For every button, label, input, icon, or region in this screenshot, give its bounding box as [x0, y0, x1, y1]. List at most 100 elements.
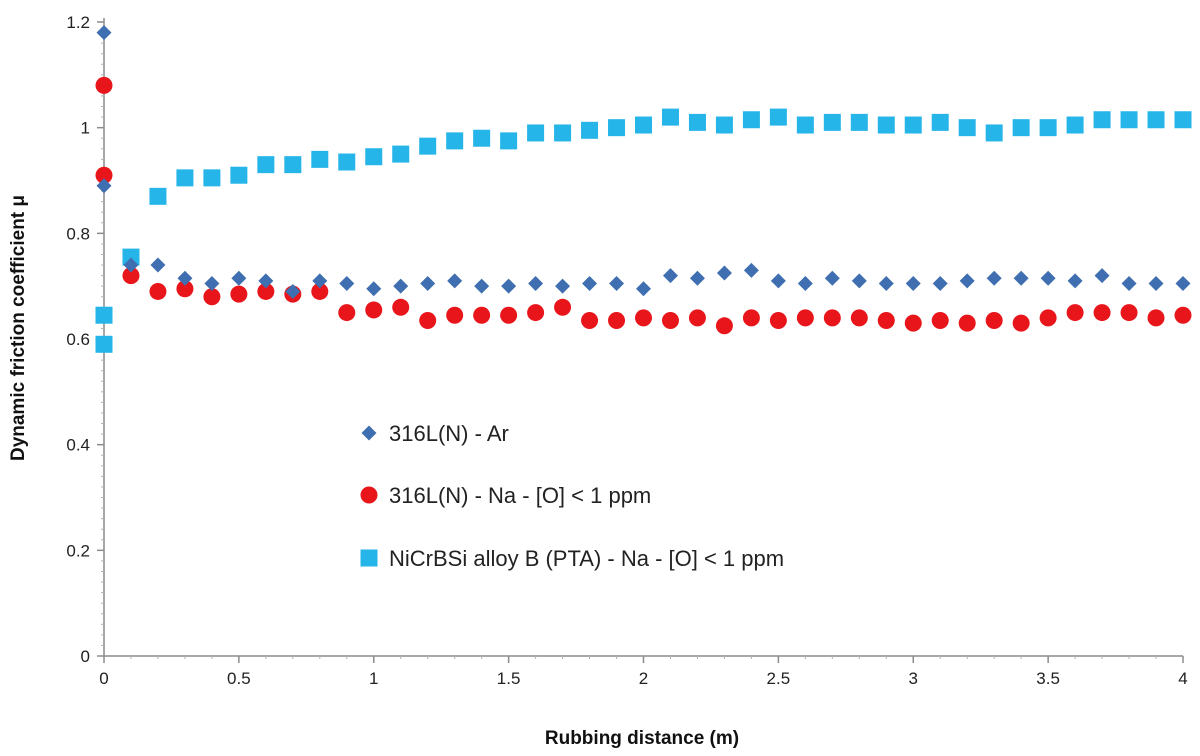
legend-marker-circle	[360, 486, 378, 504]
y-minor-ticks	[101, 32, 104, 646]
legend-label: NiCrBSi alloy B (PTA) - Na - [O] < 1 ppm	[389, 546, 784, 571]
y-tick-label: 0.8	[66, 224, 90, 243]
data-point-square	[1093, 111, 1111, 129]
data-point-circle	[796, 309, 814, 327]
data-point-circle	[446, 306, 464, 324]
series-circle	[95, 76, 1192, 335]
data-point-circle	[338, 304, 356, 322]
data-point-diamond	[393, 278, 409, 294]
data-point-circle	[473, 306, 491, 324]
data-point-diamond	[555, 278, 571, 294]
data-point-diamond	[420, 276, 436, 292]
legend-label: 316L(N) - Ar	[389, 421, 509, 446]
data-point-circle	[176, 280, 194, 298]
data-point-circle	[500, 306, 518, 324]
data-point-square	[1066, 116, 1084, 134]
data-point-square	[635, 116, 652, 134]
data-point-circle	[257, 282, 275, 300]
data-point-diamond	[1094, 268, 1110, 284]
data-point-diamond	[231, 270, 247, 286]
data-point-diamond	[339, 276, 355, 292]
data-point-diamond	[905, 276, 921, 292]
data-point-circle	[1039, 309, 1057, 327]
data-point-diamond	[1013, 270, 1029, 286]
data-point-circle	[419, 312, 437, 330]
legend-label: 316L(N) - Na - [O] < 1 ppm	[389, 483, 651, 508]
data-point-diamond	[1175, 276, 1191, 292]
x-tick-label: 2.5	[767, 669, 791, 688]
data-point-diamond	[743, 262, 759, 278]
data-point-diamond	[959, 273, 975, 289]
legend-item: 316L(N) - Ar	[361, 421, 509, 446]
x-tick-label: 0.5	[227, 669, 251, 688]
data-point-circle	[958, 314, 976, 332]
data-point-square	[1120, 111, 1138, 129]
data-point-circle	[1066, 304, 1084, 322]
data-point-diamond	[689, 270, 705, 286]
data-point-diamond	[716, 265, 732, 281]
series-square	[95, 108, 1192, 353]
data-point-circle	[742, 309, 760, 327]
data-point-circle	[850, 309, 868, 327]
x-tick-label: 2	[639, 669, 648, 688]
data-point-square	[365, 148, 383, 166]
data-point-circle	[904, 314, 922, 332]
data-point-square	[122, 248, 140, 266]
data-point-diamond	[312, 273, 328, 289]
data-point-square	[149, 187, 167, 205]
data-point-diamond	[501, 278, 517, 294]
data-point-circle	[1120, 304, 1138, 322]
data-point-square	[796, 116, 814, 134]
data-point-square	[742, 111, 760, 129]
x-tick-label: 3.5	[1036, 669, 1060, 688]
data-point-square	[608, 119, 626, 137]
x-tick-label: 3	[909, 669, 918, 688]
data-point-square	[581, 121, 599, 139]
y-tick-label: 0	[81, 647, 90, 666]
data-point-square	[823, 113, 841, 131]
data-point-diamond	[770, 273, 786, 289]
data-point-circle	[311, 282, 329, 300]
data-point-circle	[365, 301, 383, 319]
data-point-square	[176, 169, 194, 187]
data-point-square	[688, 113, 706, 131]
data-point-diamond	[797, 276, 813, 292]
data-point-square	[230, 166, 248, 184]
data-point-circle	[823, 309, 841, 327]
data-point-diamond	[474, 278, 490, 294]
data-point-circle	[149, 282, 167, 300]
data-point-circle	[392, 298, 410, 316]
data-point-circle	[715, 317, 733, 335]
data-point-diamond	[150, 257, 166, 273]
data-point-circle	[688, 309, 706, 327]
data-point-square	[661, 108, 679, 126]
data-point-circle	[1147, 309, 1165, 327]
data-point-diamond	[1121, 276, 1137, 292]
data-point-circle	[581, 312, 599, 330]
data-point-circle	[527, 304, 545, 322]
data-point-diamond	[824, 270, 840, 286]
x-tick-label: 1.5	[497, 669, 521, 688]
data-point-diamond	[1148, 276, 1164, 292]
data-point-circle	[635, 309, 652, 327]
data-point-square	[931, 113, 949, 131]
data-point-diamond	[528, 276, 544, 292]
data-point-square	[1012, 119, 1030, 137]
legend: 316L(N) - Ar 316L(N) - Na - [O] < 1 ppm Ni…	[360, 421, 784, 571]
data-point-square	[419, 137, 437, 155]
data-point-square	[473, 129, 491, 147]
data-point-diamond	[285, 283, 301, 299]
data-point-circle	[122, 267, 140, 285]
data-point-diamond	[96, 25, 112, 41]
y-tick-label: 0.4	[66, 436, 90, 455]
legend-marker-square	[360, 549, 378, 567]
y-tick-label: 0.2	[66, 541, 90, 560]
y-tick-label: 1	[81, 119, 90, 138]
data-point-diamond	[366, 281, 382, 297]
data-point-circle	[608, 312, 626, 330]
data-point-diamond	[447, 273, 463, 289]
data-point-square	[392, 145, 410, 163]
data-point-diamond	[582, 276, 598, 292]
data-point-diamond	[258, 273, 274, 289]
